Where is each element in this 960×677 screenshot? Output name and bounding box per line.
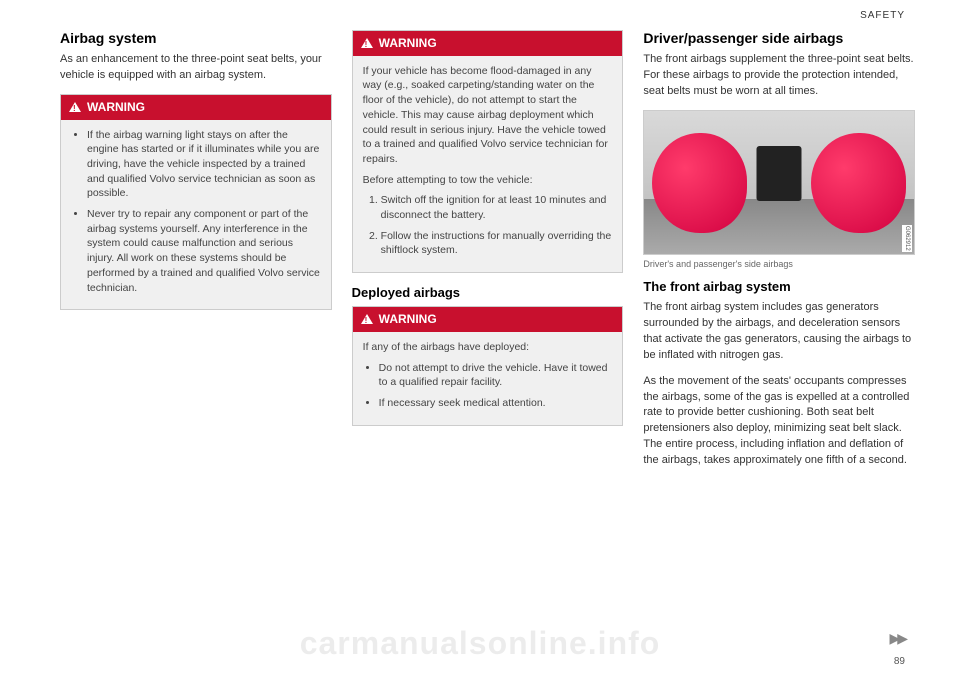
warning1-item: Never try to repair any component or par… bbox=[87, 207, 321, 295]
deployed-airbags-heading: Deployed airbags bbox=[352, 285, 624, 300]
warning3-p1: If any of the airbags have deployed: bbox=[363, 340, 613, 355]
warning3-item: If necessary seek medical attention. bbox=[379, 396, 613, 411]
driver-airbag-shape bbox=[652, 133, 747, 233]
front-airbag-p1: The front airbag system includes gas gen… bbox=[643, 300, 915, 364]
side-airbags-heading: Driver/passenger side airbags bbox=[643, 30, 915, 46]
warning-header-2: WARNING bbox=[353, 31, 623, 56]
airbag-intro-text: As an enhancement to the three-point sea… bbox=[60, 52, 332, 84]
front-airbag-p2: As the movement of the seats' occupants … bbox=[643, 374, 915, 470]
figure-id-label: G062912 bbox=[902, 225, 912, 252]
passenger-airbag-shape bbox=[811, 133, 906, 233]
warning-label-1: WARNING bbox=[87, 99, 145, 116]
warning2-step: Switch off the ignition for at least 10 … bbox=[381, 193, 613, 222]
warning-header-3: WARNING bbox=[353, 307, 623, 332]
warning-body-3: If any of the airbags have deployed: Do … bbox=[353, 332, 623, 425]
warning-label-3: WARNING bbox=[379, 311, 437, 328]
warning-triangle-icon bbox=[361, 38, 373, 48]
section-header: SAFETY bbox=[860, 10, 905, 21]
airbag-figure: G062912 bbox=[643, 110, 915, 255]
airbag-system-heading: Airbag system bbox=[60, 30, 332, 46]
figure-caption: Driver's and passenger's side airbags bbox=[643, 259, 915, 269]
column-2: WARNING If your vehicle has become flood… bbox=[352, 30, 624, 479]
column-3: Driver/passenger side airbags The front … bbox=[643, 30, 915, 479]
warning-triangle-icon bbox=[69, 102, 81, 112]
warning-box-3: WARNING If any of the airbags have deplo… bbox=[352, 306, 624, 426]
warning-label-2: WARNING bbox=[379, 35, 437, 52]
warning2-p2: Before attempting to tow the vehicle: bbox=[363, 173, 613, 188]
warning2-p1: If your vehicle has become flood-damaged… bbox=[363, 64, 613, 167]
warning-body-1: If the airbag warning light stays on aft… bbox=[61, 120, 331, 310]
warning-triangle-icon bbox=[361, 314, 373, 324]
warning1-item: If the airbag warning light stays on aft… bbox=[87, 128, 321, 201]
side-airbags-intro: The front airbags supplement the three-p… bbox=[643, 52, 915, 100]
watermark-text: carmanualsonline.info bbox=[0, 625, 960, 662]
page-content: Airbag system As an enhancement to the t… bbox=[0, 0, 960, 499]
center-screen-shape bbox=[757, 146, 802, 201]
warning-box-2: WARNING If your vehicle has become flood… bbox=[352, 30, 624, 273]
warning3-item: Do not attempt to drive the vehicle. Hav… bbox=[379, 361, 613, 390]
column-1: Airbag system As an enhancement to the t… bbox=[60, 30, 332, 479]
warning-body-2: If your vehicle has become flood-damaged… bbox=[353, 56, 623, 272]
warning-header-1: WARNING bbox=[61, 95, 331, 120]
front-airbag-subheading: The front airbag system bbox=[643, 279, 915, 294]
warning-box-1: WARNING If the airbag warning light stay… bbox=[60, 94, 332, 310]
warning2-step: Follow the instructions for manually ove… bbox=[381, 229, 613, 258]
